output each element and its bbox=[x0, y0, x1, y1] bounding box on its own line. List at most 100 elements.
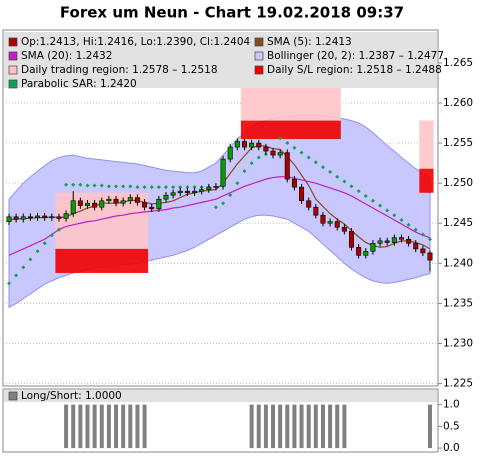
y-tick-label: 1.230 bbox=[443, 338, 473, 350]
bar bbox=[135, 404, 140, 449]
candle-body bbox=[184, 190, 190, 194]
legend-swatch bbox=[254, 65, 264, 75]
candle-body bbox=[349, 230, 355, 248]
candle-body bbox=[27, 216, 33, 219]
legend-swatch bbox=[8, 65, 18, 75]
bar bbox=[271, 404, 276, 449]
region bbox=[419, 120, 434, 169]
bar bbox=[428, 404, 432, 449]
sar-dot bbox=[363, 193, 368, 198]
y-tick-label: 1.235 bbox=[443, 297, 473, 309]
candle-body bbox=[391, 237, 397, 243]
candle-body bbox=[427, 252, 433, 261]
y-tick-label: 1.0 bbox=[443, 399, 460, 411]
sar-dot bbox=[392, 213, 397, 218]
y-tick-label: 1.260 bbox=[443, 97, 473, 109]
candle-body bbox=[413, 242, 419, 250]
sar-dot bbox=[399, 218, 404, 223]
candle-body bbox=[113, 198, 119, 204]
candle-body bbox=[134, 197, 140, 203]
candle-body bbox=[406, 238, 412, 244]
candle-body bbox=[170, 192, 176, 196]
candle-body bbox=[42, 215, 48, 218]
candle-body bbox=[99, 200, 105, 208]
bar bbox=[92, 404, 97, 449]
bar bbox=[64, 404, 69, 449]
candle-body bbox=[377, 240, 383, 244]
bar bbox=[85, 404, 90, 449]
sar-dot bbox=[235, 181, 240, 186]
bar bbox=[263, 404, 268, 449]
sar-dot bbox=[242, 169, 247, 174]
bar bbox=[249, 404, 254, 449]
candle-body bbox=[277, 152, 283, 156]
candle-body bbox=[234, 141, 240, 148]
sar-dot bbox=[249, 161, 254, 166]
legend-label: Parabolic SAR: 1.2420 bbox=[21, 78, 137, 90]
candle-body bbox=[163, 194, 169, 200]
legend-label: Daily S/L region: 1.2518 – 1.2488 bbox=[267, 64, 442, 76]
sar-dot bbox=[71, 182, 76, 187]
sar-dot bbox=[7, 281, 11, 286]
candle-body bbox=[227, 146, 233, 160]
bar bbox=[342, 404, 347, 449]
candle-body bbox=[263, 146, 269, 152]
sar-dot bbox=[163, 185, 168, 190]
candle-body bbox=[35, 215, 41, 218]
region bbox=[55, 248, 149, 273]
y-tick-label: 0.0 bbox=[443, 442, 460, 454]
y-tick-label: 1.255 bbox=[443, 137, 473, 149]
candle-body bbox=[356, 246, 362, 256]
legend-swatch bbox=[254, 51, 264, 61]
legend-swatch bbox=[254, 37, 264, 47]
candle-body bbox=[77, 200, 83, 206]
legend-swatch bbox=[8, 79, 18, 89]
sar-dot bbox=[356, 189, 361, 194]
sar-dot bbox=[228, 193, 233, 198]
candle-body bbox=[70, 200, 76, 214]
legend-label: Daily trading region: 1.2578 – 1.2518 bbox=[21, 64, 218, 76]
sar-dot bbox=[192, 185, 197, 190]
candle-body bbox=[106, 198, 112, 202]
bar bbox=[99, 404, 104, 449]
sar-dot bbox=[178, 185, 183, 190]
sar-dot bbox=[49, 233, 54, 238]
sar-dot bbox=[56, 227, 61, 232]
legend-swatch bbox=[8, 391, 18, 401]
sar-dot bbox=[292, 145, 297, 150]
bar bbox=[278, 404, 283, 449]
candle-body bbox=[327, 221, 333, 224]
sar-dot bbox=[171, 185, 176, 190]
candle-body bbox=[270, 150, 276, 156]
candle-body bbox=[420, 248, 426, 254]
y-tick-label: 1.240 bbox=[443, 257, 473, 269]
legend-label: SMA (5): 1.2413 bbox=[267, 36, 352, 48]
candle-body bbox=[256, 142, 262, 148]
legend-swatch bbox=[8, 37, 18, 47]
y-tick-label: 1.245 bbox=[443, 217, 473, 229]
sar-dot bbox=[121, 184, 126, 189]
region bbox=[419, 168, 434, 193]
candle-body bbox=[142, 202, 148, 208]
legend-background bbox=[4, 32, 437, 88]
sar-dot bbox=[378, 203, 383, 208]
candle-body bbox=[20, 216, 26, 220]
bar bbox=[335, 404, 340, 449]
bar bbox=[128, 404, 133, 449]
bar bbox=[142, 404, 147, 449]
candle-body bbox=[84, 202, 90, 206]
sar-dot bbox=[406, 222, 411, 227]
candle-body bbox=[249, 142, 255, 148]
sar-dot bbox=[85, 183, 90, 188]
candle-body bbox=[56, 216, 62, 219]
sar-dot bbox=[349, 184, 354, 189]
candle-body bbox=[291, 178, 297, 188]
sar-dot bbox=[370, 198, 375, 203]
candle-body bbox=[363, 250, 369, 256]
bar bbox=[313, 404, 318, 449]
sar-dot bbox=[313, 160, 318, 165]
sar-dot bbox=[78, 182, 83, 187]
sar-dot bbox=[106, 184, 111, 189]
